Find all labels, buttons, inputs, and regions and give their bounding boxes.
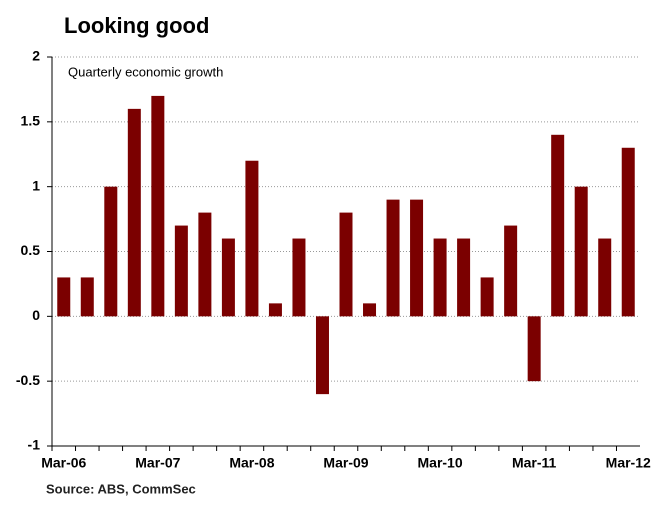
x-tick-label: Mar-11	[512, 455, 557, 471]
bar	[598, 238, 612, 317]
bar	[292, 238, 306, 317]
y-tick-label: -0.5	[16, 372, 40, 388]
bar	[621, 147, 635, 317]
bar	[339, 212, 353, 317]
bar	[127, 108, 141, 317]
bar	[574, 186, 588, 317]
bar	[504, 225, 518, 317]
bar	[57, 277, 71, 317]
bar	[174, 225, 188, 317]
y-tick-label: 1	[32, 177, 40, 193]
x-tick-label: Mar-12	[606, 455, 651, 471]
y-tick-label: -1	[28, 437, 41, 453]
source-note: Source: ABS, CommSec	[46, 481, 196, 496]
x-tick-label: Mar-06	[41, 455, 86, 471]
y-tick-label: 2	[32, 48, 40, 64]
bar	[457, 238, 471, 317]
chart-subtitle: Quarterly economic growth	[68, 64, 223, 79]
bar	[527, 316, 541, 382]
x-tick-label: Mar-07	[135, 455, 180, 471]
bar	[433, 238, 447, 317]
bar	[410, 199, 424, 317]
bar	[386, 199, 400, 317]
bar	[245, 160, 259, 317]
bar	[315, 316, 329, 395]
bar	[151, 95, 165, 317]
y-tick-label: 1.5	[21, 113, 41, 129]
bar	[80, 277, 94, 317]
bar	[104, 186, 118, 317]
bar	[480, 277, 494, 317]
bar	[268, 303, 282, 317]
y-tick-label: 0.5	[21, 242, 41, 258]
x-tick-label: Mar-09	[323, 455, 368, 471]
bar	[363, 303, 377, 317]
x-tick-label: Mar-10	[418, 455, 463, 471]
bar	[221, 238, 235, 317]
bar	[198, 212, 212, 317]
bar	[551, 134, 565, 317]
chart-title: Looking good	[64, 13, 209, 38]
y-tick-label: 0	[32, 307, 40, 323]
x-tick-label: Mar-08	[229, 455, 274, 471]
